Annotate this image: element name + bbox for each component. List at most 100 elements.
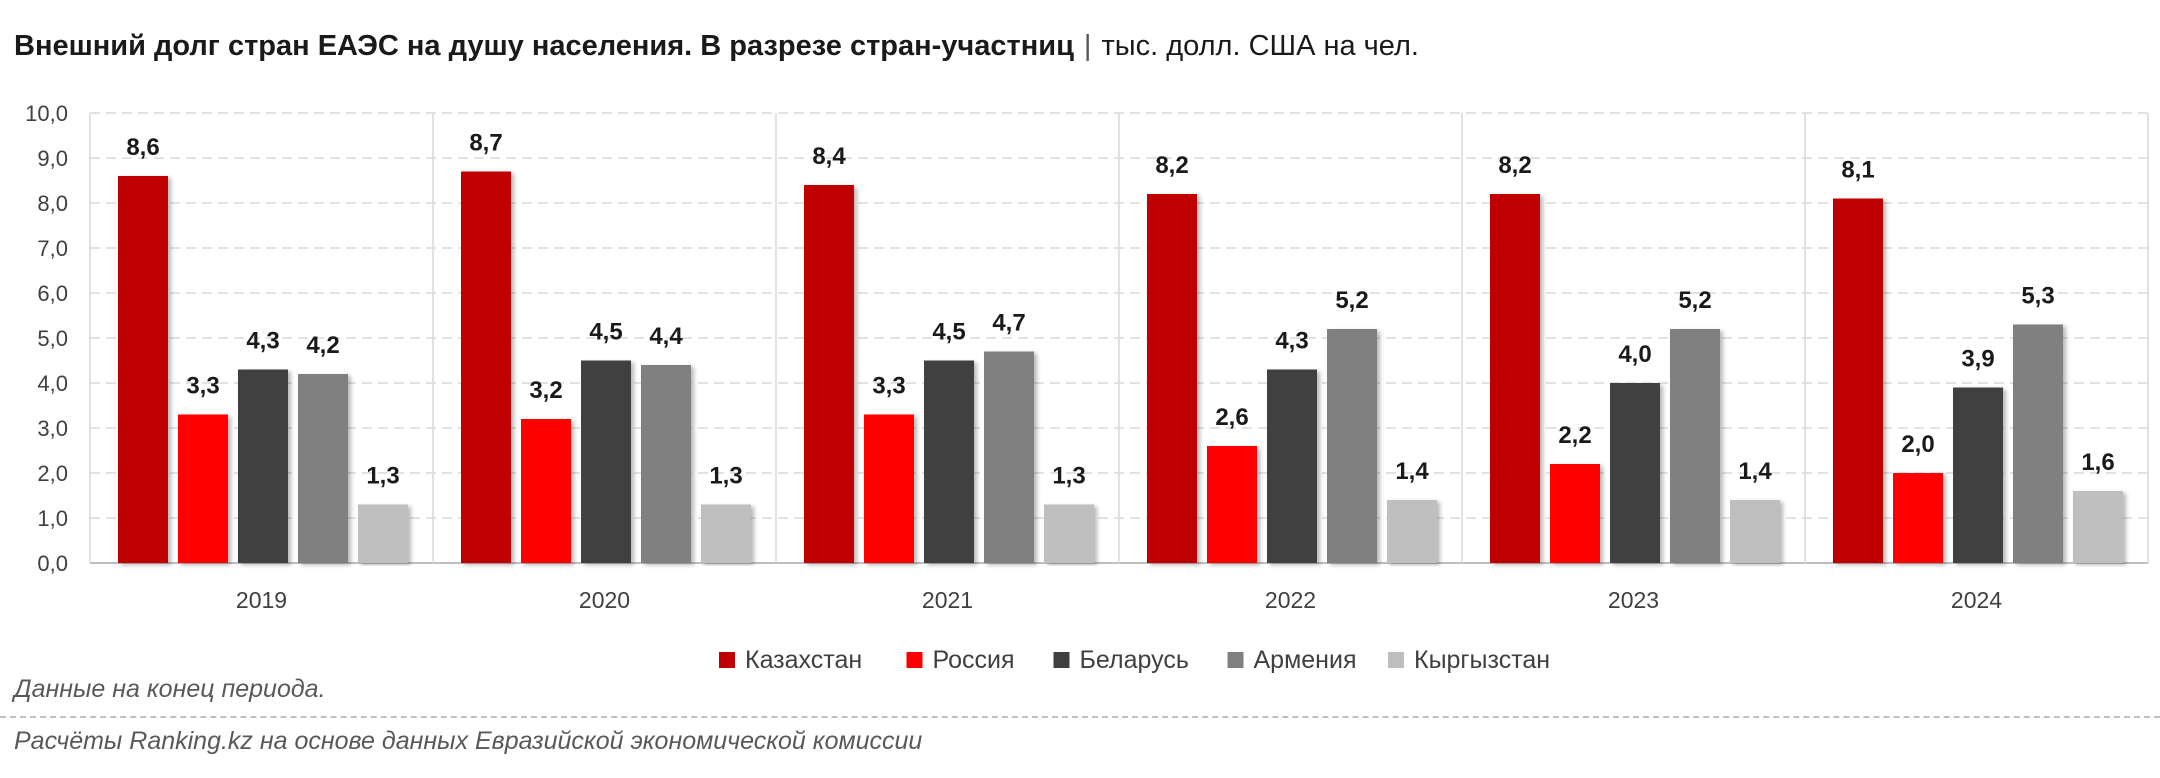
- y-tick-label: 0,0: [37, 551, 68, 576]
- data-label: 3,3: [872, 373, 905, 400]
- y-tick-label: 3,0: [37, 416, 68, 441]
- data-label: 1,3: [366, 463, 399, 490]
- bar: [1550, 464, 1600, 563]
- x-tick-label: 2024: [1951, 587, 2002, 613]
- y-tick-label: 7,0: [37, 236, 68, 261]
- bar: [2013, 324, 2063, 563]
- bar: [1267, 369, 1317, 563]
- legend-label: Казахстан: [745, 646, 862, 674]
- bar: [1893, 473, 1943, 563]
- data-label: 4,2: [306, 332, 339, 359]
- bar: [298, 374, 348, 563]
- data-label: 4,0: [1618, 341, 1651, 368]
- footnote: Данные на конец периода.: [14, 675, 326, 703]
- data-label: 4,5: [589, 319, 622, 346]
- data-label: 4,3: [246, 328, 279, 355]
- data-label: 5,2: [1335, 287, 1368, 314]
- data-label: 1,6: [2081, 449, 2114, 476]
- bar: [1207, 446, 1257, 563]
- source-note: Расчёты Ranking.kz на основе данных Евра…: [14, 727, 923, 755]
- bar: [1490, 194, 1540, 563]
- data-label: 4,7: [992, 310, 1025, 337]
- bar: [1953, 387, 2003, 563]
- data-label: 8,6: [126, 134, 159, 161]
- legend-label: Беларусь: [1080, 646, 1189, 674]
- bar: [984, 351, 1034, 563]
- bar: [1044, 504, 1094, 563]
- data-label: 2,2: [1558, 422, 1591, 449]
- title-separator: |: [1083, 30, 1092, 62]
- y-tick-label: 4,0: [37, 371, 68, 396]
- data-label: 8,1: [1841, 157, 1874, 184]
- bar: [701, 504, 751, 563]
- y-tick-label: 10,0: [25, 101, 68, 126]
- bar: [2073, 491, 2123, 563]
- data-label: 1,4: [1738, 458, 1772, 485]
- data-labels: 8,6 3,3 4,3 4,2 1,3 8,7 3,2 4,5 4,4 1,3 8,4 3,3 4,5 4…: [126, 130, 2114, 490]
- y-tick-label: 8,0: [37, 191, 68, 216]
- data-label: 1,4: [1395, 458, 1429, 485]
- chart-title-main: Внешний долг стран ЕАЭС на душу населени…: [14, 30, 1074, 62]
- bar: [1147, 194, 1197, 563]
- bars: [118, 171, 2123, 563]
- bar: [178, 414, 228, 563]
- y-tick-label: 1,0: [37, 506, 68, 531]
- data-label: 3,3: [186, 373, 219, 400]
- x-tick-label: 2022: [1265, 587, 1316, 613]
- x-tick-label: 2019: [236, 587, 287, 613]
- x-axis-ticks: 2019 2020 2021 2022 2023 2024: [236, 587, 2002, 613]
- divider: [0, 716, 2160, 718]
- legend-swatch: [906, 652, 923, 668]
- chart-unit: тыс. долл. США на чел.: [1101, 30, 1419, 62]
- bar: [1670, 329, 1720, 563]
- bar: [358, 504, 408, 563]
- x-tick-label: 2023: [1608, 587, 1659, 613]
- y-tick-label: 2,0: [37, 461, 68, 486]
- data-label: 3,9: [1961, 346, 1994, 373]
- bar: [641, 365, 691, 563]
- data-label: 8,4: [812, 143, 846, 170]
- y-tick-label: 9,0: [37, 146, 68, 171]
- bar: [521, 419, 571, 563]
- category-separators: [89, 113, 2149, 563]
- data-label: 2,0: [1901, 431, 1934, 458]
- legend-swatch: [1388, 652, 1404, 668]
- legend-label: Кыргызстан: [1414, 646, 1550, 674]
- legend-label: Армения: [1254, 646, 1357, 674]
- bar: [1730, 500, 1780, 563]
- data-label: 5,2: [1678, 287, 1711, 314]
- bar: [238, 369, 288, 563]
- data-label: 2,6: [1215, 404, 1248, 431]
- bar: [118, 176, 168, 563]
- data-label: 1,3: [1052, 463, 1085, 490]
- y-axis-ticks: 0,0 1,0 2,0 3,0 4,0 5,0 6,0 7,0 8,0 9,0 10,0: [25, 101, 68, 576]
- x-tick-label: 2020: [579, 587, 630, 613]
- bar-chart: 8,6 3,3 4,3 4,2 1,3 8,7 3,2 4,5 4,4 1,3 8,4 3,3 4,5 4…: [25, 101, 2149, 674]
- legend-swatch: [719, 652, 735, 668]
- data-label: 4,5: [932, 319, 965, 346]
- bar: [581, 360, 631, 563]
- bar: [1610, 383, 1660, 563]
- bar: [924, 360, 974, 563]
- y-tick-label: 5,0: [37, 326, 68, 351]
- bar: [1833, 198, 1883, 563]
- data-label: 4,3: [1275, 328, 1308, 355]
- data-label: 5,3: [2021, 283, 2054, 310]
- legend-swatch: [1053, 652, 1070, 668]
- data-label: 4,4: [649, 323, 683, 350]
- bar: [461, 171, 511, 563]
- bar: [864, 414, 914, 563]
- data-label: 8,7: [469, 130, 502, 157]
- x-tick-label: 2021: [922, 587, 973, 613]
- chart-title: Внешний долг стран ЕАЭС на душу населени…: [14, 30, 1419, 63]
- y-tick-label: 6,0: [37, 281, 68, 306]
- bar: [804, 185, 854, 563]
- bar: [1387, 500, 1437, 563]
- bar: [1327, 329, 1377, 563]
- data-label: 8,2: [1498, 152, 1531, 179]
- data-label: 1,3: [709, 463, 742, 490]
- legend-swatch: [1227, 652, 1244, 668]
- data-label: 3,2: [529, 377, 562, 404]
- data-label: 8,2: [1155, 152, 1188, 179]
- legend-label: Россия: [933, 646, 1015, 674]
